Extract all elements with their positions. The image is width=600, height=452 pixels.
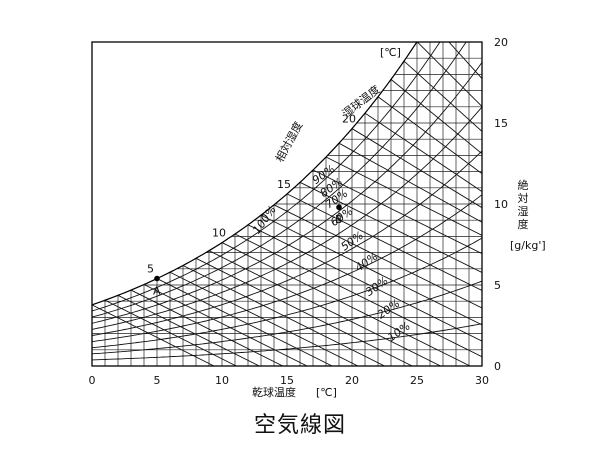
rh-label-10: 10% [385,319,412,344]
wet-bulb-line [286,193,482,366]
wet-bulb-line [403,60,482,366]
x-axis-label: 乾球温度 [252,385,296,399]
relative-humidity-title: 相対湿度 [272,119,305,164]
wet-bulb-line [130,289,283,366]
wet-bulb-lines [92,42,482,366]
wet-bulb-line [325,156,482,366]
wet-bulb-line [221,242,471,366]
rh-curve-50 [92,150,482,336]
rh-curve-30 [92,237,482,349]
wet-bulb-line [377,96,482,366]
wet-bulb-line [312,169,482,366]
chart-caption: 空気線図 [253,413,346,438]
rh-curve-90 [92,42,482,312]
saturation-curve [91,41,418,306]
wet-bulb-unit: [℃] [380,46,401,59]
x-tick-label: 0 [89,374,96,387]
state-point-label-B: B [335,213,343,226]
y-tick-label: 20 [494,36,508,49]
wet-bulb-line [195,257,413,366]
wet-bulb-line [299,181,482,366]
wet-bulb-line [260,214,482,366]
wet-bulb-line [364,112,482,366]
wet-bulb-line [338,142,482,366]
rh-curve-10 [92,323,482,361]
wet-bulb-label-10: 10 [212,227,226,240]
rh-label-20: 20% [375,297,402,322]
x-tick-label: 20 [345,374,359,387]
state-points: AB [153,204,343,298]
wet-bulb-line [234,233,482,366]
wet-bulb-line [273,204,482,366]
x-axis-unit: [℃] [316,386,337,399]
y-axis-ticks: 0 5 10 15 20 [494,36,508,373]
x-axis-ticks: 0 5 10 15 20 25 30 [89,374,490,387]
wet-bulb-line [416,42,482,366]
svg-text:40%: 40% [353,250,380,275]
rh-curve-40 [92,194,482,343]
svg-text:20%: 20% [375,297,402,322]
y-tick-label: 0 [494,360,501,373]
wet-bulb-line [351,128,482,366]
psychrometric-chart: 0 5 10 15 20 25 30 0 5 10 15 20 乾球温度 [℃] 絶対湿度 [g/k… [89,36,546,399]
wet-bulb-label-5: 5 [147,263,154,276]
y-axis-label: 絶対湿度 [518,178,529,231]
state-point-A [154,275,160,282]
state-point-label-A: A [153,285,161,298]
state-point-B [336,204,342,211]
x-tick-label: 5 [154,374,161,387]
wet-bulb-line [143,284,308,366]
relative-humidity-title-group: 相対湿度 [272,119,305,164]
wet-bulb-labels: 5 10 15 20 [147,113,356,276]
y-axis-unit: [g/kg'] [510,239,546,252]
y-tick-label: 5 [494,279,501,292]
y-tick-label: 10 [494,198,508,211]
wet-bulb-line [169,271,359,366]
wet-bulb-line [429,42,482,366]
wet-bulb-line [156,278,333,366]
rh-curve-80 [92,42,482,318]
y-tick-label: 15 [494,117,508,130]
x-tick-label: 25 [410,374,424,387]
rh-label-40: 40% [353,250,380,275]
wet-bulb-line [208,250,441,366]
rh-curve-70 [92,62,482,324]
svg-text:10%: 10% [385,319,412,344]
wet-bulb-line [390,79,482,366]
wet-bulb-line [247,224,482,366]
svg-text:絶対湿度: 絶対湿度 [518,178,529,231]
wet-bulb-label-15: 15 [277,178,291,191]
x-tick-label: 30 [475,374,489,387]
wet-bulb-label-20: 20 [342,113,356,126]
wet-bulb-line [117,294,260,366]
x-tick-label: 15 [280,374,294,387]
plot-frame [91,41,483,367]
rh-curve-20 [92,280,482,355]
x-tick-label: 10 [215,374,229,387]
rh-curve-60 [92,106,482,330]
wet-bulb-line [104,299,237,366]
